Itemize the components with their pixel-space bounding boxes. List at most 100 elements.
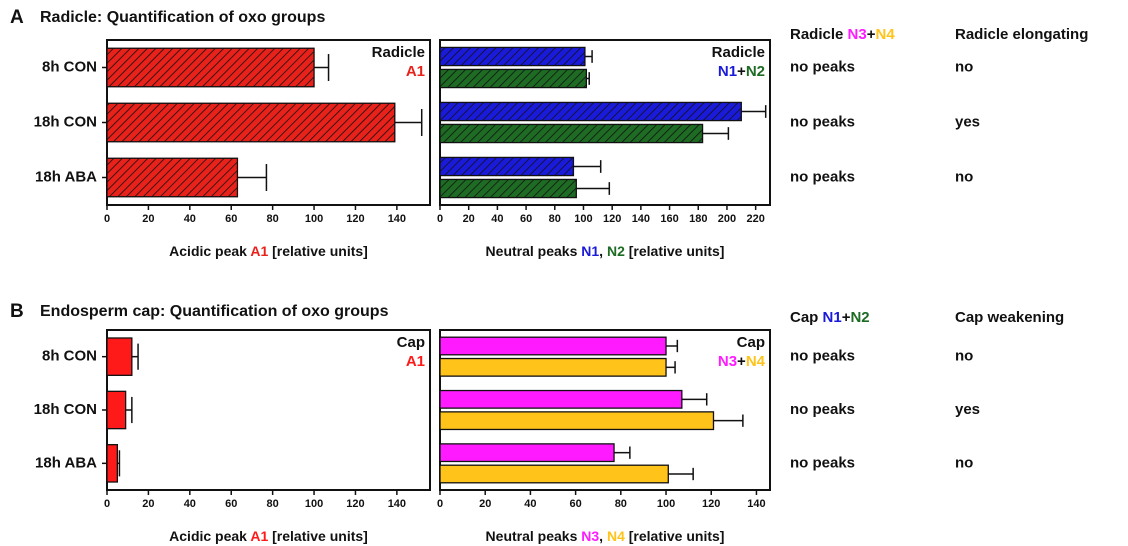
legend-entry: N1: [718, 63, 737, 80]
text-part: N2: [607, 243, 625, 259]
text-part: +: [842, 309, 851, 326]
x-tick-label: 140: [388, 498, 406, 510]
y-tick-label: 8h CON: [42, 58, 97, 75]
table-header: Radicle elongating: [955, 26, 1088, 43]
y-tick-label: 18h ABA: [35, 168, 97, 185]
x-tick-label: 60: [225, 213, 237, 225]
y-tick-label: 18h CON: [34, 113, 97, 130]
bar: [439, 464, 669, 484]
error-bar: [666, 339, 679, 353]
bar: [439, 123, 704, 144]
legend: N1+N2: [718, 63, 765, 80]
text-part: N2: [850, 309, 869, 326]
bar: [439, 443, 615, 463]
x-tick-label: 100: [305, 498, 323, 510]
x-tick-label: 80: [549, 213, 561, 225]
x-axis-label: Acidic peak A1 [relative units]: [169, 243, 368, 259]
text-part: Cap: [790, 309, 823, 326]
x-tick-label: 40: [524, 498, 536, 510]
legend-entry: A1: [406, 63, 425, 80]
plot-frame: [106, 329, 431, 491]
panel-title: Radicle: Quantification of oxo groups: [40, 9, 325, 26]
panel-title: Endosperm cap: Quantification of oxo gro…: [40, 303, 389, 320]
table-header: Radicle N3+N4: [790, 26, 895, 43]
table-cell: no peaks: [790, 58, 855, 75]
error-bar: [117, 450, 121, 477]
error-bar: [681, 393, 708, 406]
x-tick-label: 80: [615, 498, 627, 510]
text-part: N3: [848, 26, 867, 43]
x-tick-label: 20: [463, 213, 475, 225]
text-part: N1: [581, 243, 599, 259]
error-bar: [702, 127, 730, 140]
legend: A1: [406, 353, 425, 370]
text-part: N4: [875, 26, 895, 43]
error-bar: [586, 72, 590, 85]
text-part: ,: [599, 243, 607, 259]
text-part: Radicle elongating: [955, 26, 1088, 43]
bar: [439, 336, 667, 356]
error-bar: [666, 361, 676, 374]
x-tick-label: 80: [267, 498, 279, 510]
legend-title: Cap: [397, 334, 425, 351]
table-cell: no: [955, 58, 973, 75]
legend-title: Radicle: [372, 44, 425, 61]
text-part: N3: [581, 528, 599, 544]
x-tick-label: 160: [660, 213, 678, 225]
table-cell: no peaks: [790, 113, 855, 130]
bar: [439, 46, 586, 67]
text-part: [relative units]: [268, 243, 368, 259]
text-part: Acidic peak: [169, 528, 250, 544]
y-tick-label: 8h CON: [42, 348, 97, 365]
text-part: Radicle: [790, 26, 848, 43]
text-part: ,: [599, 528, 607, 544]
x-tick-label: 60: [225, 498, 237, 510]
x-tick-label: 0: [437, 213, 443, 225]
x-tick-label: 140: [388, 213, 406, 225]
legend-entry: A1: [406, 353, 425, 370]
x-tick-label: 220: [746, 213, 764, 225]
bar: [439, 389, 683, 409]
plot-frame: [439, 39, 771, 206]
text-part: +: [867, 26, 876, 43]
table-cell: no peaks: [790, 454, 855, 471]
bar: [439, 156, 575, 177]
error-bar: [713, 414, 744, 427]
text-part: Acidic peak: [169, 243, 250, 259]
x-tick-label: 0: [104, 213, 110, 225]
text-part: [relative units]: [625, 528, 725, 544]
y-tick-label: 18h CON: [34, 401, 97, 418]
bar: [439, 411, 715, 431]
bar: [439, 101, 742, 122]
panel-letter: A: [10, 7, 24, 28]
x-tick-label: 100: [305, 213, 323, 225]
error-bar: [131, 343, 139, 370]
x-tick-label: 120: [346, 213, 364, 225]
error-bar: [614, 446, 631, 459]
bar: [106, 337, 133, 376]
bar: [106, 390, 127, 430]
legend-joiner: +: [737, 63, 746, 80]
legend-entry: N2: [746, 63, 765, 80]
table-header: Cap weakening: [955, 309, 1064, 326]
legend-title: Cap: [737, 334, 765, 351]
x-tick-label: 20: [142, 213, 154, 225]
bar: [439, 357, 667, 377]
legend-title: Radicle: [712, 44, 765, 61]
bar: [439, 68, 587, 89]
text-part: [relative units]: [625, 243, 725, 259]
x-tick-label: 180: [689, 213, 707, 225]
x-tick-label: 140: [632, 213, 650, 225]
error-bar: [314, 54, 330, 81]
x-tick-label: 0: [437, 498, 443, 510]
error-bar: [576, 182, 611, 195]
x-tick-label: 120: [702, 498, 720, 510]
error-bar: [125, 396, 133, 424]
x-tick-label: 60: [569, 498, 581, 510]
table-cell: no: [955, 168, 973, 185]
error-bar: [584, 50, 593, 63]
x-tick-label: 20: [479, 498, 491, 510]
text-part: N4: [607, 528, 625, 544]
table-cell: yes: [955, 113, 980, 130]
